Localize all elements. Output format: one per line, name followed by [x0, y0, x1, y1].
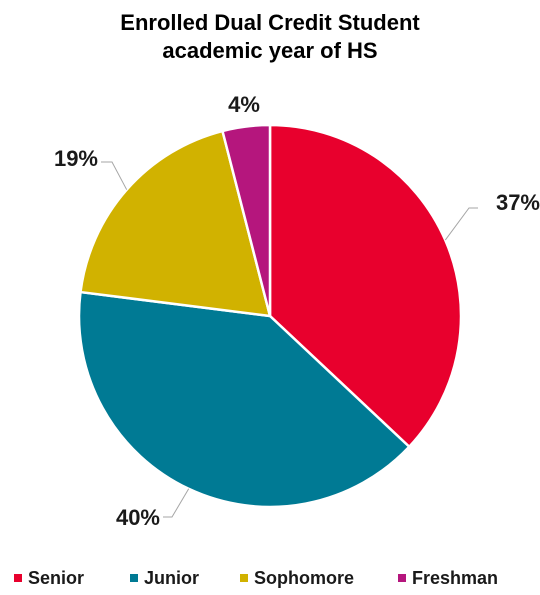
leader-line-senior	[444, 207, 478, 241]
legend-swatch-junior	[130, 574, 138, 582]
chart-title-line-1: Enrolled Dual Credit Student	[120, 10, 420, 35]
legend-label-sophomore: Sophomore	[254, 568, 354, 588]
pie-slices	[77, 123, 463, 509]
legend-swatch-sophomore	[240, 574, 248, 582]
data-label-junior: 40%	[116, 505, 160, 530]
pie-data-labels: 37% 40% 19% 4%	[54, 92, 540, 530]
leader-line-junior	[163, 488, 190, 518]
leader-line-sophomore	[101, 161, 128, 190]
chart-title-line-2: academic year of HS	[162, 38, 377, 63]
chart-legend: Senior Junior Sophomore Freshman	[14, 568, 498, 588]
data-label-sophomore: 19%	[54, 146, 98, 171]
legend-label-junior: Junior	[144, 568, 199, 588]
legend-swatch-freshman	[398, 574, 406, 582]
data-label-freshman: 4%	[228, 92, 260, 117]
pie-slice-senior	[268, 123, 463, 449]
legend-swatch-senior	[14, 574, 22, 582]
legend-label-senior: Senior	[28, 568, 84, 588]
pie-slice-freshman	[220, 123, 272, 317]
legend-label-freshman: Freshman	[412, 568, 498, 588]
data-label-senior: 37%	[496, 190, 540, 215]
pie-slice-sophomore	[79, 129, 272, 318]
